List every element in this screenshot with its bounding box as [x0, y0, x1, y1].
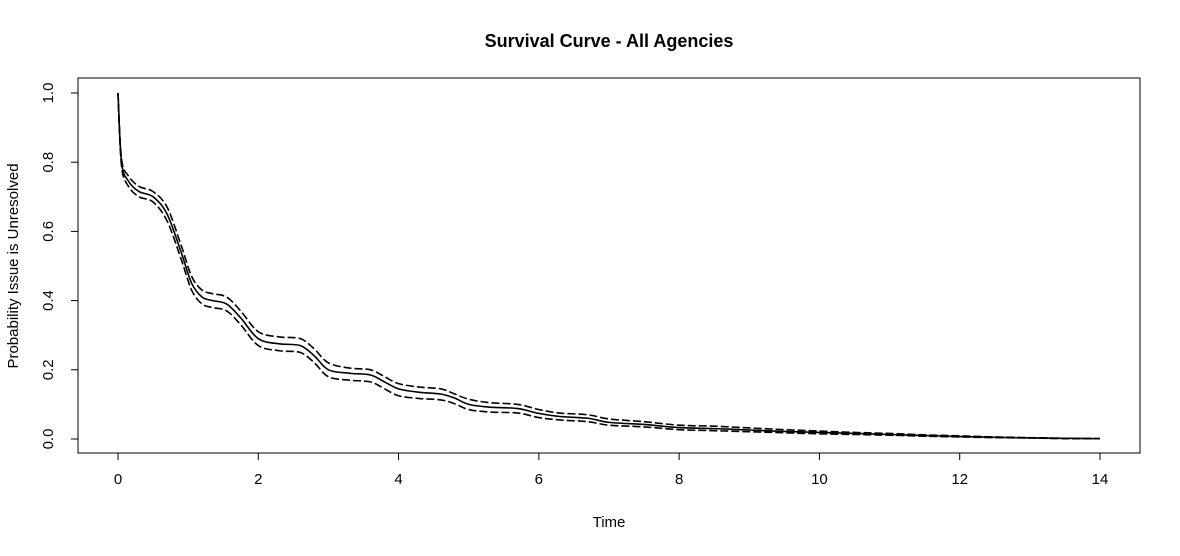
x-tick-label: 8 [675, 471, 683, 488]
x-tick-label: 6 [535, 471, 543, 488]
series-layer [117, 92, 1101, 440]
y-tick-label: 0.0 [40, 429, 57, 450]
x-tick-label: 10 [811, 471, 828, 488]
x-tick-label: 2 [254, 471, 262, 488]
x-axis: 0 2 4 6 8 10 12 14 [114, 452, 1109, 488]
x-tick-label: 12 [951, 471, 968, 488]
y-axis: 0.0 0.2 0.4 0.6 0.8 1.0 [40, 83, 79, 450]
x-tick-label: 0 [114, 471, 122, 488]
survival-estimate-line [117, 92, 1101, 440]
x-axis-label: Time [593, 514, 626, 531]
plot-frame [77, 77, 1141, 454]
y-tick-label: 0.2 [40, 359, 57, 380]
lower-confidence-line [117, 92, 1101, 440]
y-tick-label: 0.8 [40, 152, 57, 173]
x-tick-label: 4 [394, 471, 402, 488]
upper-confidence-line [117, 92, 1101, 440]
y-tick-label: 0.4 [40, 290, 57, 311]
y-tick-label: 1.0 [40, 83, 57, 104]
y-tick-label: 0.6 [40, 221, 57, 242]
y-axis-label: Probability Issue is Unresolved [5, 163, 22, 368]
x-tick-label: 14 [1092, 471, 1109, 488]
chart-title: Survival Curve - All Agencies [485, 31, 734, 51]
